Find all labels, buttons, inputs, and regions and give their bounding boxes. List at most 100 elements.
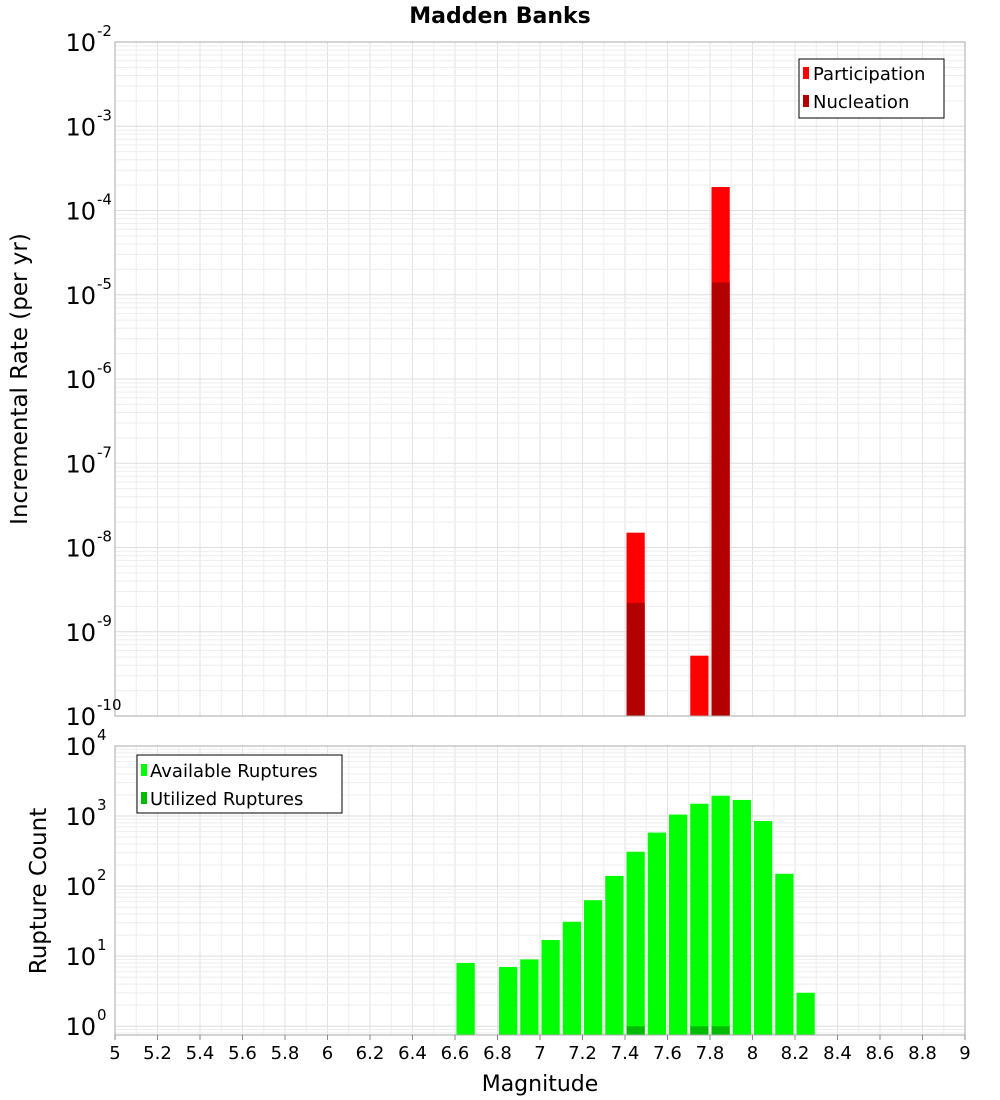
legend-label-nucleation: Nucleation	[813, 92, 909, 113]
x-tick-label: 5.2	[143, 1043, 172, 1064]
bar-available-ruptures	[754, 821, 773, 1035]
y-tick-label: 10 -6	[65, 359, 112, 394]
bar-available-ruptures	[796, 992, 815, 1035]
y-tick-base: 10	[65, 733, 96, 761]
y-tick-label: 10 -10	[65, 696, 121, 731]
x-tick-label: 9	[959, 1043, 970, 1064]
y-tick-base: 10	[65, 29, 96, 57]
bar-available-ruptures	[605, 875, 624, 1035]
y-tick-label: 10 -3	[65, 106, 112, 141]
y-tick-exponent: -6	[97, 359, 112, 377]
top-y-axis-label: Incremental Rate (per yr)	[7, 233, 33, 525]
y-tick-label: 10 0	[65, 1006, 106, 1041]
y-tick-label: 10 -9	[65, 612, 112, 647]
x-tick-label: 6.8	[483, 1043, 512, 1064]
y-tick-label: 10 -4	[65, 191, 112, 226]
y-tick-base: 10	[65, 535, 96, 563]
top-bars	[626, 187, 730, 716]
bar-available-ruptures	[647, 832, 666, 1035]
x-tick-label: 6.6	[441, 1043, 470, 1064]
y-tick-label: 10 2	[65, 866, 106, 901]
x-tick-label: 8.2	[781, 1043, 810, 1064]
y-tick-exponent: -7	[97, 443, 112, 461]
y-tick-label: 10 1	[65, 936, 106, 971]
x-tick-label: 8.4	[823, 1043, 852, 1064]
x-tick-label: 7	[534, 1043, 545, 1064]
bar-utilized-ruptures	[626, 1026, 645, 1035]
bar-available-ruptures	[775, 873, 794, 1035]
bar-available-ruptures	[499, 967, 518, 1035]
bottom-grid	[114, 746, 966, 1035]
y-tick-label: 10 3	[65, 796, 106, 831]
legend-label-participation: Participation	[813, 64, 925, 85]
bar-available-ruptures	[541, 940, 560, 1035]
x-tick-label: 5.6	[228, 1043, 257, 1064]
y-tick-exponent: 3	[97, 796, 107, 814]
y-tick-base: 10	[65, 198, 96, 226]
y-tick-label: 10 -5	[65, 275, 112, 310]
bar-nucleation	[626, 602, 645, 716]
bar-available-ruptures	[626, 851, 645, 1035]
x-tick-label: 7.2	[568, 1043, 597, 1064]
y-tick-exponent: 2	[97, 866, 107, 884]
legend-swatch-available	[141, 764, 147, 776]
y-tick-base: 10	[65, 619, 96, 647]
bar-available-ruptures	[669, 814, 688, 1035]
bar-available-ruptures	[711, 795, 730, 1035]
y-tick-base: 10	[65, 873, 96, 901]
y-tick-base: 10	[65, 113, 96, 141]
bar-available-ruptures	[584, 900, 603, 1035]
y-tick-label: 10 4	[65, 726, 106, 761]
x-tick-label: 8.8	[908, 1043, 937, 1064]
x-tick-label: 5	[109, 1043, 120, 1064]
legend-label-available: Available Ruptures	[150, 761, 318, 782]
x-tick-label: 6	[322, 1043, 333, 1064]
y-tick-exponent: 0	[97, 1006, 107, 1024]
bar-participation	[690, 655, 709, 716]
y-tick-label: 10 -7	[65, 443, 112, 478]
top-legend-box	[798, 58, 945, 119]
x-tick-label: 7.6	[653, 1043, 682, 1064]
legend-swatch-utilized	[141, 792, 147, 804]
bar-utilized-ruptures	[690, 1026, 709, 1035]
y-tick-exponent: 1	[97, 936, 107, 954]
x-tick-label: 7.4	[611, 1043, 640, 1064]
y-tick-label: 10 -2	[65, 22, 112, 57]
y-tick-exponent: -8	[97, 528, 112, 546]
y-tick-exponent: -4	[97, 191, 112, 209]
legend-swatch-participation	[803, 67, 809, 79]
top-plot-frame	[114, 41, 966, 717]
y-tick-exponent: -10	[97, 696, 122, 714]
y-tick-exponent: -5	[97, 275, 112, 293]
y-tick-base: 10	[65, 703, 96, 731]
x-tick-label: 8.6	[866, 1043, 895, 1064]
y-tick-base: 10	[65, 803, 96, 831]
x-ticks: 5 5.2 5.4 5.6 5.8 6 6.2 6.4 6.6 6.8 7 7.2 7.4 7.6 7.8 8…	[109, 1035, 971, 1064]
y-tick-base: 10	[65, 450, 96, 478]
x-tick-label: 5.8	[271, 1043, 300, 1064]
bar-available-ruptures	[732, 799, 751, 1035]
top-grid	[114, 42, 966, 717]
x-tick-label: 5.4	[186, 1043, 215, 1064]
bar-available-ruptures	[690, 803, 709, 1035]
y-tick-exponent: -9	[97, 612, 112, 630]
bar-utilized-ruptures	[711, 1026, 730, 1035]
y-tick-base: 10	[65, 1013, 96, 1041]
legend-label-utilized: Utilized Ruptures	[150, 789, 303, 810]
legend-swatch-nucleation	[803, 95, 809, 107]
y-tick-base: 10	[65, 943, 96, 971]
x-tick-label: 6.4	[398, 1043, 427, 1064]
x-axis-label: Magnitude	[482, 1072, 599, 1097]
bar-available-ruptures	[520, 959, 539, 1035]
y-tick-base: 10	[65, 282, 96, 310]
top-legend: Participation Nucleation	[798, 58, 945, 119]
x-tick-label: 6.2	[356, 1043, 385, 1064]
x-tick-label: 8	[747, 1043, 758, 1064]
y-tick-exponent: 4	[97, 726, 107, 744]
y-tick-exponent: -2	[97, 22, 112, 40]
x-tick-label: 7.8	[696, 1043, 725, 1064]
bottom-legend: Available Ruptures Utilized Ruptures	[136, 754, 343, 814]
